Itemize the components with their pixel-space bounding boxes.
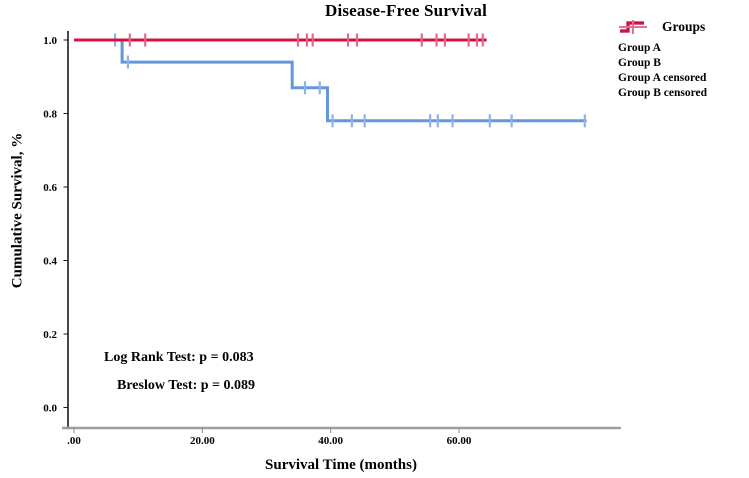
- x-tick-label: 40.00: [318, 435, 343, 447]
- chart-title: Disease-Free Survival: [324, 1, 488, 20]
- y-tick-label: 0.4: [43, 256, 57, 268]
- series-line-group-a: [74, 38, 587, 123]
- y-tick-label: 0.8: [43, 109, 57, 121]
- legend-label: Group B: [618, 57, 661, 69]
- y-tick-label: 0.6: [43, 182, 57, 194]
- y-tick-label: 0.0: [43, 403, 57, 415]
- log-rank-annotation: Log Rank Test: p = 0.083: [104, 350, 254, 365]
- legend-item-group-b-censored: Group B censored: [618, 20, 748, 101]
- x-tick-label: .00: [67, 435, 81, 447]
- legend-item-group-a-censored: Group A censored: [618, 20, 748, 86]
- legend: Groups Group A Group B Group A censored …: [618, 19, 748, 101]
- legend-item-group-a: Group A: [618, 21, 748, 56]
- legend-label: Group A: [618, 42, 661, 54]
- x-tick-label: 60.00: [447, 435, 472, 447]
- x-tick-label: 20.00: [190, 435, 215, 447]
- y-tick-label: 0.2: [43, 329, 57, 341]
- legend-title: Groups: [662, 19, 706, 34]
- legend-item-group-b: Group B: [618, 21, 748, 71]
- legend-label: Group A censored: [618, 72, 707, 84]
- breslow-annotation: Breslow Test: p = 0.089: [117, 378, 256, 393]
- y-tick-label: 1.0: [43, 35, 57, 47]
- x-axis-title: Survival Time (months): [265, 457, 417, 473]
- axis-ticks: .00 20.00 40.00 60.00 0.0 0.2 0.4 0.6 0.8 1.0: [43, 35, 472, 447]
- series-curves: [74, 33, 587, 128]
- legend-label: Group B censored: [618, 87, 708, 99]
- censor-cross-icon: [619, 20, 647, 34]
